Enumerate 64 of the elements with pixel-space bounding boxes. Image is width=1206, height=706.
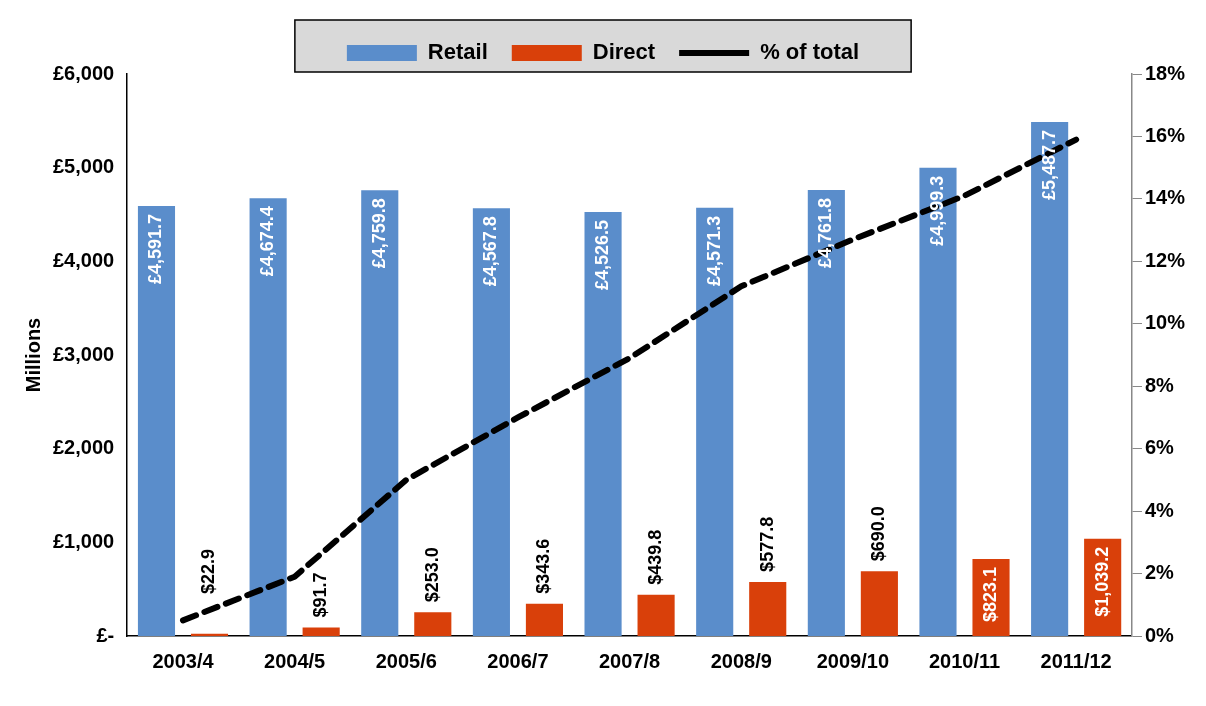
data-label: $253.0 [421, 547, 442, 603]
bar [525, 603, 563, 636]
y-axis-title: Millions [21, 317, 44, 393]
y2-tick-label: 2% [1144, 561, 1175, 584]
y2-tick-label: 8% [1144, 373, 1175, 396]
data-label: £4,591.7 [145, 213, 166, 284]
x-tick-label: 2003/4 [152, 649, 215, 672]
y2-tick-label: 6% [1144, 436, 1175, 459]
data-label: $91.7 [310, 572, 331, 618]
bar [361, 190, 399, 636]
y2-tick-label: 16% [1144, 123, 1186, 146]
data-label: $690.0 [868, 506, 889, 562]
bar [1031, 121, 1069, 636]
data-label: £5,487.7 [1038, 129, 1059, 201]
x-tick-label: 2006/7 [487, 649, 549, 672]
data-label: $439.8 [645, 529, 666, 585]
bar [919, 167, 957, 636]
y-tick-label: £1,000 [53, 529, 115, 552]
y-tick-label: £6,000 [53, 61, 115, 84]
x-tick-label: 2007/8 [598, 649, 661, 672]
bar [190, 633, 229, 636]
data-label: £4,674.4 [257, 206, 278, 277]
legend-label: % of total [760, 39, 860, 65]
bar [137, 205, 176, 636]
bar [414, 612, 452, 636]
y-tick-label: £5,000 [53, 155, 115, 178]
data-label: £4,571.3 [703, 215, 724, 286]
data-label: £4,999.3 [926, 175, 947, 246]
y2-tick-label: 12% [1144, 248, 1186, 271]
x-tick-label: 2004/5 [264, 649, 326, 672]
x-tick-label: 2011/12 [1040, 649, 1112, 672]
bar [302, 627, 340, 636]
bar [472, 208, 510, 636]
y-tick-label: £4,000 [53, 248, 115, 271]
y2-tick-label: 10% [1144, 311, 1186, 334]
y-tick-label: £- [96, 623, 115, 646]
y-tick-label: £2,000 [53, 436, 115, 459]
legend-label: Direct [592, 39, 656, 65]
bar [749, 581, 787, 636]
x-tick-label: 2009/10 [816, 649, 890, 672]
bar [584, 212, 622, 636]
y2-tick-label: 14% [1144, 186, 1186, 209]
bar [860, 571, 898, 636]
data-label: £4,761.8 [815, 197, 836, 269]
data-label: £4,526.5 [592, 220, 613, 291]
y2-tick-label: 18% [1144, 61, 1186, 84]
data-label: $343.6 [533, 538, 554, 594]
bar [249, 198, 287, 636]
y-tick-label: £3,000 [53, 342, 115, 365]
legend-label: Retail [427, 39, 488, 65]
bar [696, 207, 734, 636]
x-tick-label: 2005/6 [375, 649, 437, 672]
x-tick-label: 2010/11 [928, 649, 1001, 672]
bar [807, 189, 845, 636]
data-label: £4,567.8 [480, 216, 501, 287]
data-label: $577.8 [756, 516, 777, 572]
bar [637, 594, 675, 636]
y2-tick-label: 0% [1144, 623, 1175, 646]
data-label: £4,759.8 [368, 198, 389, 269]
data-label: $1,039.2 [1091, 546, 1112, 617]
x-tick-label: 2008/9 [710, 649, 772, 672]
data-label: $823.1 [979, 566, 1000, 622]
y2-tick-label: 4% [1144, 498, 1175, 521]
data-label: $22.9 [198, 548, 219, 595]
